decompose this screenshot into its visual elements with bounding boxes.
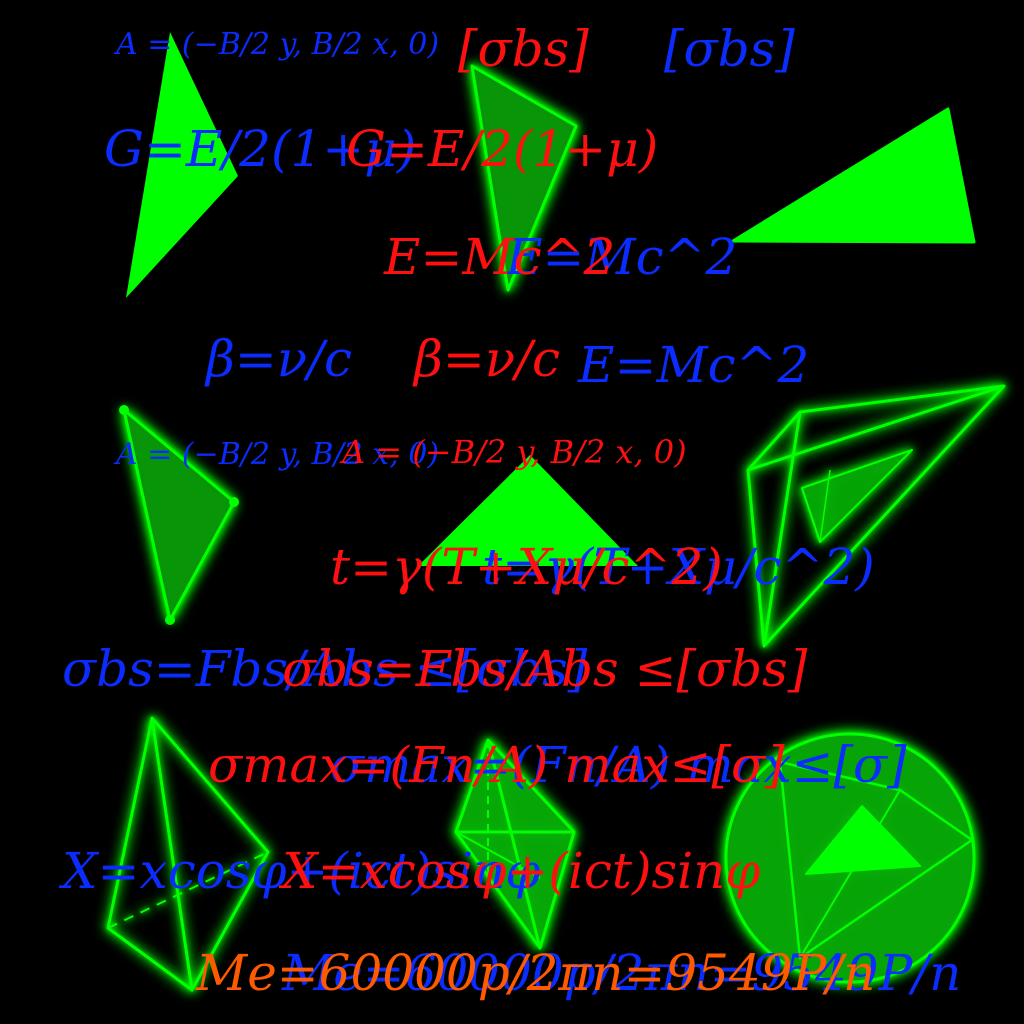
- formula-shear-modulus: G=E/2(1+μ): [104, 120, 417, 178]
- formula-bearing-stress: σbs=Fbs/Abs ≤[σbs]: [282, 640, 808, 698]
- solid-triangle-top-left: [126, 32, 238, 298]
- wireframe-sphere-bottom-right: [724, 732, 976, 984]
- formula-torque: Me=60000p/2πn=9549P/n: [196, 944, 876, 1002]
- formula-bearing-stress-limit: [σbs]: [664, 20, 795, 78]
- wireframe-tetrahedron-bottom-left: [106, 716, 270, 992]
- formula-mass-energy: E=Mc^2: [384, 228, 616, 286]
- solid-triangle-center: [418, 455, 638, 566]
- outlined-triangle-top-center: [470, 64, 578, 292]
- formula-rotation: X=xcosφ+(ict)sinφ: [62, 842, 541, 900]
- vertex-dot: [119, 405, 129, 415]
- formula-bearing-stress-limit: [σbs]: [458, 20, 589, 78]
- formula-vector-potential: A = (−B/2 y, B/2 x, 0): [116, 27, 440, 62]
- vertex-dot: [229, 497, 239, 507]
- wireframe-pyramid-right: [746, 384, 1006, 648]
- formula-vector-potential: A = (−B/2 y, B/2 x, 0): [342, 433, 687, 471]
- solid-triangle-top-right: [731, 107, 976, 244]
- formula-max-stress: σmax=(Fn/A) max≤[σ]: [208, 736, 785, 794]
- formula-shear-modulus: G=E/2(1+μ): [346, 120, 659, 178]
- formula-rotation: X=xcosφ+(ict)sinφ: [282, 842, 761, 900]
- formula-lorentz-time: t=γ(T+Xμ/c^2): [330, 538, 723, 596]
- formula-mass-energy: E=Mc^2: [506, 228, 738, 286]
- outlined-triangle-left: [122, 408, 236, 622]
- formula-vector-potential: A = (−B/2 y, B/2 x, 0): [116, 437, 440, 472]
- formula-bearing-stress: σbs=Fbs/Abs ≤[σbs]: [62, 640, 588, 698]
- formula-mass-energy: E=Mc^2: [578, 336, 810, 394]
- formula-beta: β=ν/c: [206, 330, 353, 388]
- wireframe-octahedron-bottom-center: [454, 738, 576, 950]
- formula-lorentz-time: t=γ(T+Xμ/c^2): [482, 538, 875, 596]
- vertex-dot: [165, 615, 175, 625]
- formula-max-stress: σmax=(Fn/A) max≤[σ]: [330, 736, 907, 794]
- formula-beta: β=ν/c: [414, 330, 561, 388]
- formula-torque: Me=60000p/2πn=9549P/n: [282, 944, 962, 1002]
